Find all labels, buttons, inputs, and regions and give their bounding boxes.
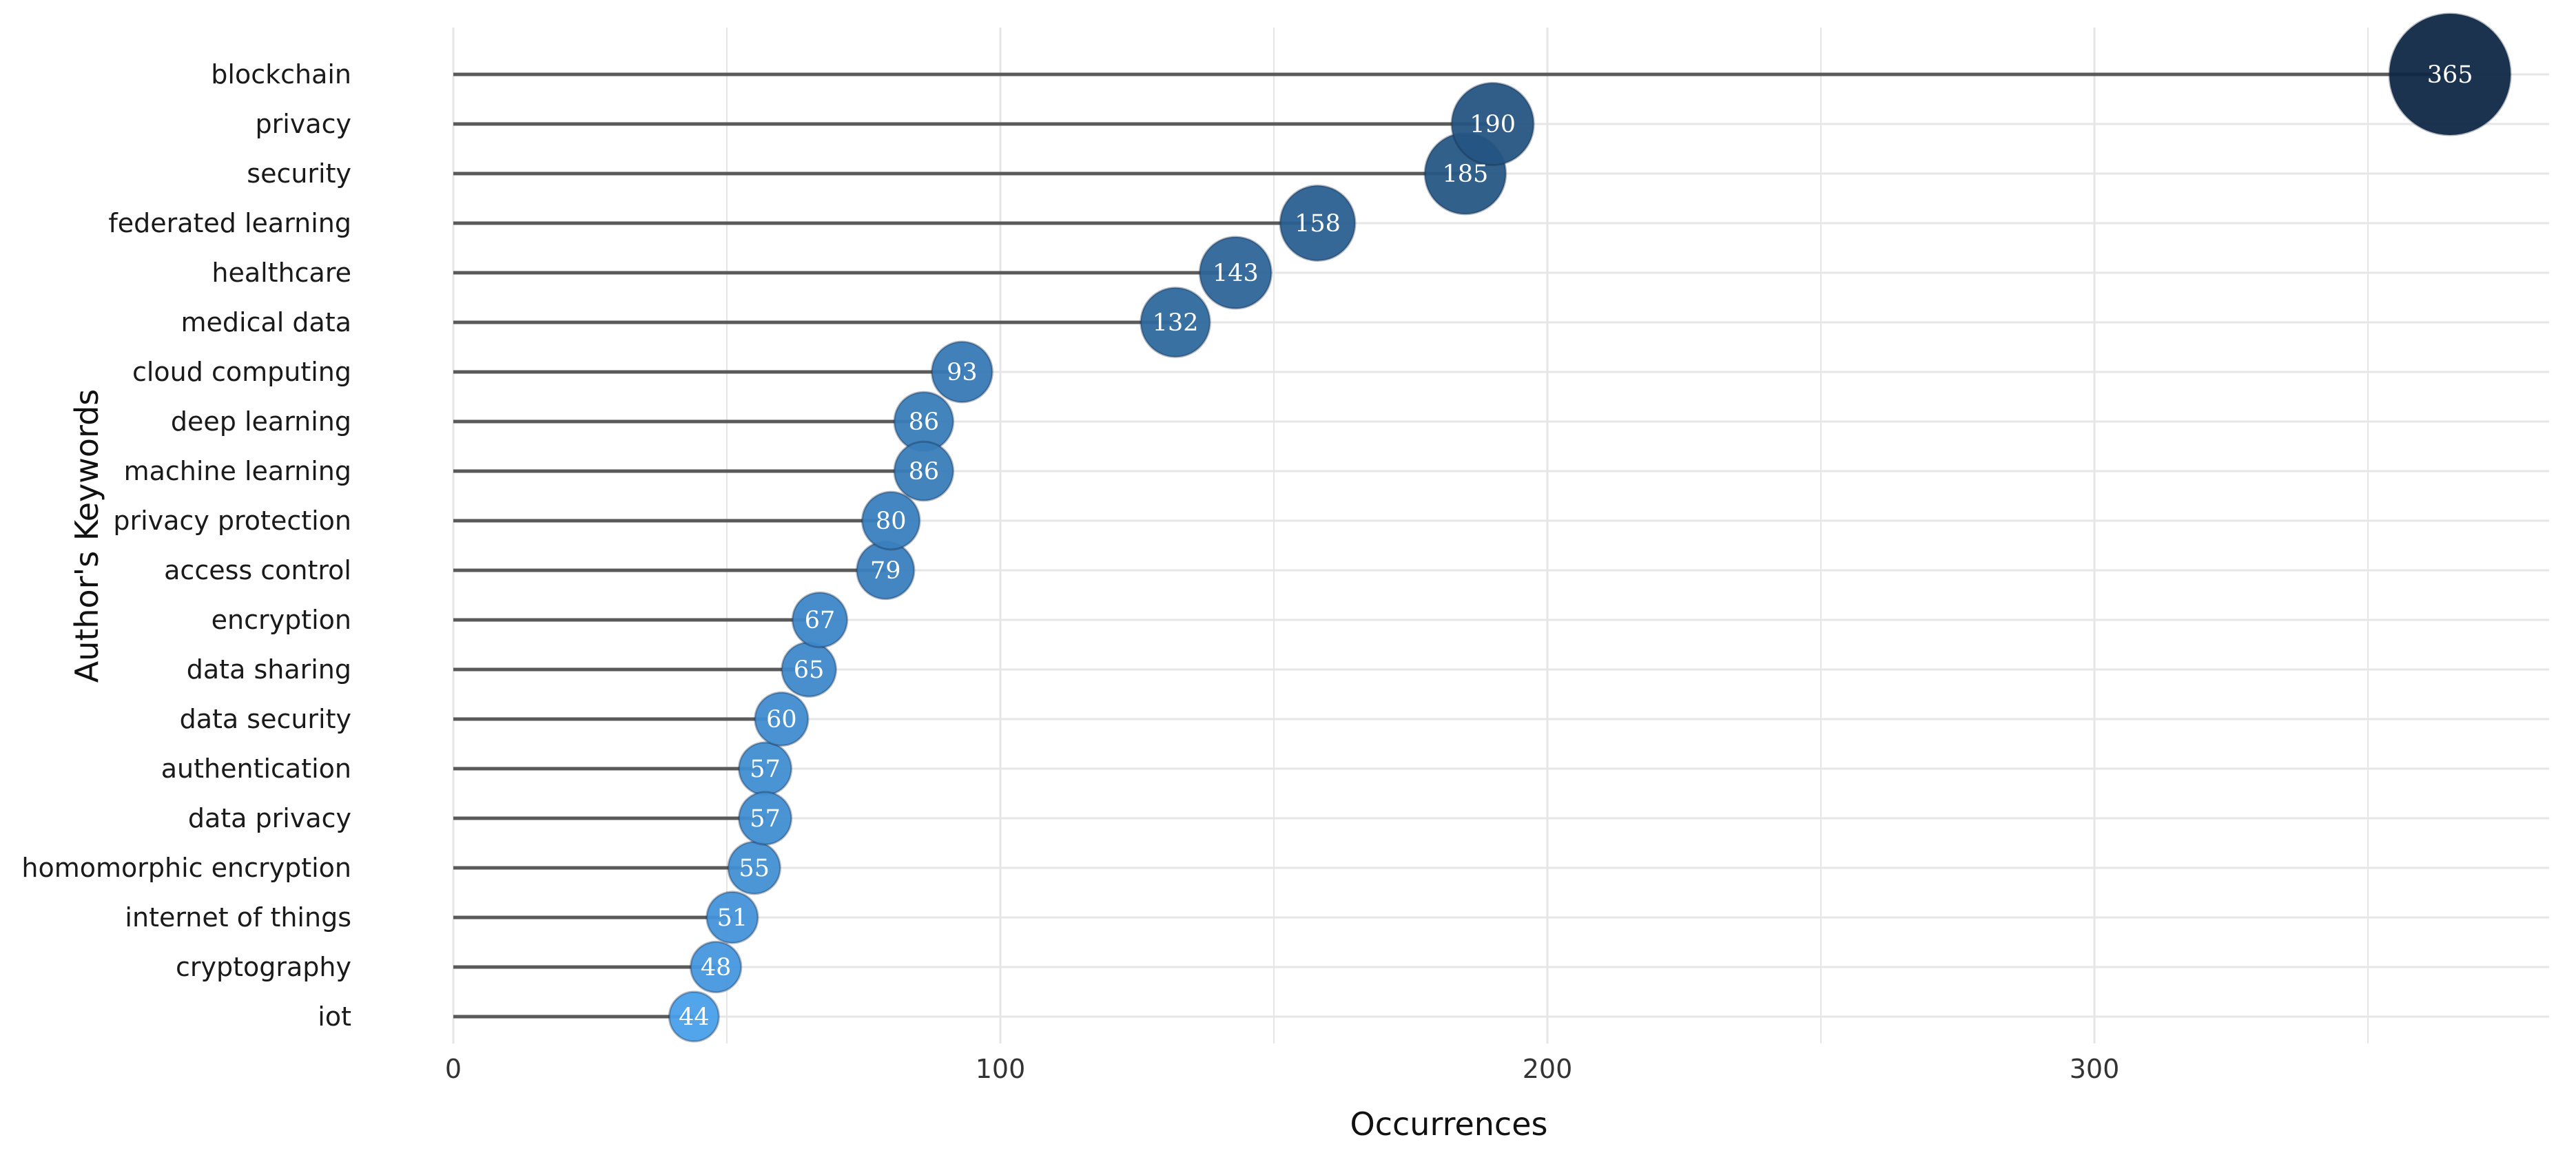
value-label: 79 bbox=[870, 557, 901, 585]
value-label: 60 bbox=[766, 706, 797, 734]
category-label: privacy protection bbox=[113, 506, 351, 536]
value-label: 86 bbox=[909, 408, 940, 436]
value-label: 57 bbox=[750, 756, 781, 783]
stem-layer bbox=[453, 72, 2451, 1019]
value-label: 143 bbox=[1213, 260, 1259, 287]
category-label: security bbox=[247, 158, 351, 189]
value-label: 57 bbox=[750, 805, 781, 833]
value-label: 365 bbox=[2427, 61, 2473, 89]
value-label: 132 bbox=[1153, 309, 1199, 337]
category-label: blockchain bbox=[211, 59, 351, 90]
lollipop-dot bbox=[737, 791, 793, 846]
dot-layer bbox=[668, 12, 2512, 1043]
category-label: homomorphic encryption bbox=[21, 853, 351, 883]
category-label: access control bbox=[164, 555, 351, 585]
lollipop-dot bbox=[791, 591, 849, 649]
lollipop-dot bbox=[861, 490, 921, 551]
category-label: medical data bbox=[181, 307, 351, 337]
lollipop-dot bbox=[689, 940, 743, 994]
lollipop-dot bbox=[1140, 287, 1211, 358]
x-axis-title: Occurrences bbox=[1350, 1105, 1548, 1143]
lollipop-dot bbox=[1198, 236, 1272, 310]
value-label: 93 bbox=[947, 359, 978, 386]
category-label: cloud computing bbox=[132, 357, 351, 387]
lollipop-dot bbox=[930, 340, 993, 404]
value-label: 67 bbox=[805, 607, 836, 634]
lollipop-dot bbox=[2388, 12, 2512, 136]
category-label: privacy bbox=[256, 109, 351, 139]
value-label: 65 bbox=[794, 656, 825, 684]
x-tick-label: 0 bbox=[445, 1054, 462, 1084]
category-label: deep learning bbox=[171, 406, 351, 437]
value-label: 86 bbox=[909, 458, 940, 486]
value-label: 44 bbox=[679, 1004, 710, 1031]
value-label: 51 bbox=[717, 904, 748, 932]
category-label: iot bbox=[318, 1001, 351, 1032]
category-label: data security bbox=[180, 704, 351, 734]
x-tick-label: 300 bbox=[2070, 1054, 2120, 1084]
category-label: federated learning bbox=[108, 208, 351, 238]
y-axis-title: Author's Keywords bbox=[68, 389, 105, 683]
lollipop-dot bbox=[668, 990, 720, 1043]
x-tick-label: 100 bbox=[976, 1054, 1026, 1084]
category-label: machine learning bbox=[124, 456, 351, 486]
label-layer: 0 100 200 300 blockchain privacy security feder… bbox=[21, 59, 2473, 1084]
category-label: healthcare bbox=[212, 258, 351, 288]
value-label: 80 bbox=[876, 508, 907, 535]
category-label: authentication bbox=[161, 754, 351, 784]
lollipop-dot bbox=[754, 691, 810, 747]
category-label: data privacy bbox=[188, 803, 351, 833]
value-label: 158 bbox=[1295, 210, 1341, 238]
category-label: internet of things bbox=[125, 902, 351, 933]
value-label: 48 bbox=[701, 954, 732, 981]
value-label: 190 bbox=[1470, 111, 1516, 138]
lollipop-dot bbox=[1450, 81, 1535, 167]
value-label: 185 bbox=[1442, 160, 1488, 188]
x-tick-label: 200 bbox=[1523, 1054, 1573, 1084]
category-label: encryption bbox=[212, 605, 351, 635]
category-label: cryptography bbox=[176, 952, 351, 982]
lollipop-dot bbox=[705, 891, 759, 944]
lollipop-dot bbox=[1279, 185, 1357, 262]
lollipop-dot bbox=[893, 440, 955, 502]
value-label: 55 bbox=[739, 855, 770, 882]
category-label: data sharing bbox=[187, 654, 351, 685]
